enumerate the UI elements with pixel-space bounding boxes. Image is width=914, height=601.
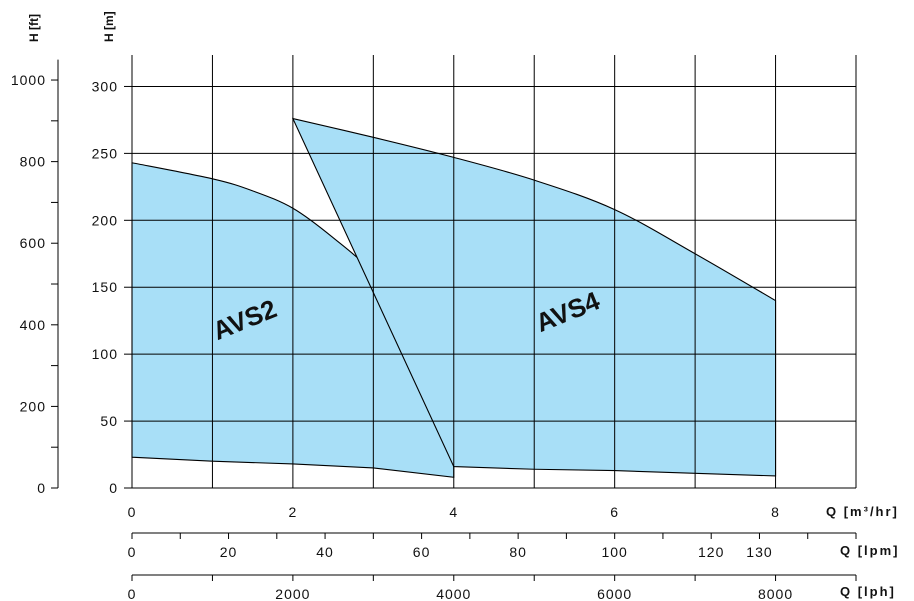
y-m-tick-label: 200 [92, 212, 118, 228]
y-ft-tick-label: 200 [20, 398, 46, 414]
y-axis-m-label: H [m] [102, 11, 116, 42]
y-m-tick-label: 50 [100, 413, 118, 429]
y-m-tick-label: 250 [92, 145, 118, 161]
y-axis-ft-label: H [ft] [27, 14, 41, 42]
x-lpm-tick-label: 20 [220, 544, 238, 560]
x-lpm-tick-label: 130 [746, 544, 772, 560]
x-lph-tick-label: 8000 [758, 586, 793, 601]
x-lph-tick-label: 0 [128, 586, 137, 601]
grid-lines [131, 55, 857, 489]
x-lph-tick-label: 2000 [275, 586, 310, 601]
x-m3h-tick-label: 4 [449, 504, 458, 520]
x-lpm-tick-label: 120 [698, 544, 724, 560]
x-axis-lpm-label: Q [lpm] [840, 543, 900, 558]
x-m3h-tick-label: 8 [771, 504, 780, 520]
y-m-tick-label: 300 [92, 78, 118, 94]
x-lpm-tick-label: 0 [128, 544, 137, 560]
y-ft-tick-label: 400 [20, 317, 46, 333]
y-m-tick-label: 100 [92, 346, 118, 362]
x-m3h-tick-label: 0 [128, 504, 137, 520]
x-lpm-tick-label: 40 [316, 544, 334, 560]
y-ft-tick-label: 800 [20, 154, 46, 170]
x-lph-tick-label: 6000 [597, 586, 632, 601]
x-lpm-tick-label: 60 [413, 544, 431, 560]
x-axis-lph-label: Q [lph] [840, 584, 896, 599]
x-lpm-tick-label: 80 [509, 544, 527, 560]
x-lph-tick-label: 4000 [436, 586, 471, 601]
x-m3h-tick-label: 6 [610, 504, 619, 520]
x-m3h-tick-label: 2 [288, 504, 297, 520]
y-m-tick-label: 150 [92, 279, 118, 295]
y-ft-tick-label: 0 [37, 480, 46, 496]
y-m-tick-label: 0 [109, 480, 118, 496]
x-lpm-tick-label: 100 [601, 544, 627, 560]
y-ft-tick-label: 600 [20, 235, 46, 251]
y-ft-tick-label: 1000 [11, 72, 46, 88]
x-axis-m3h-label: Q [m³/hr] [826, 504, 899, 519]
